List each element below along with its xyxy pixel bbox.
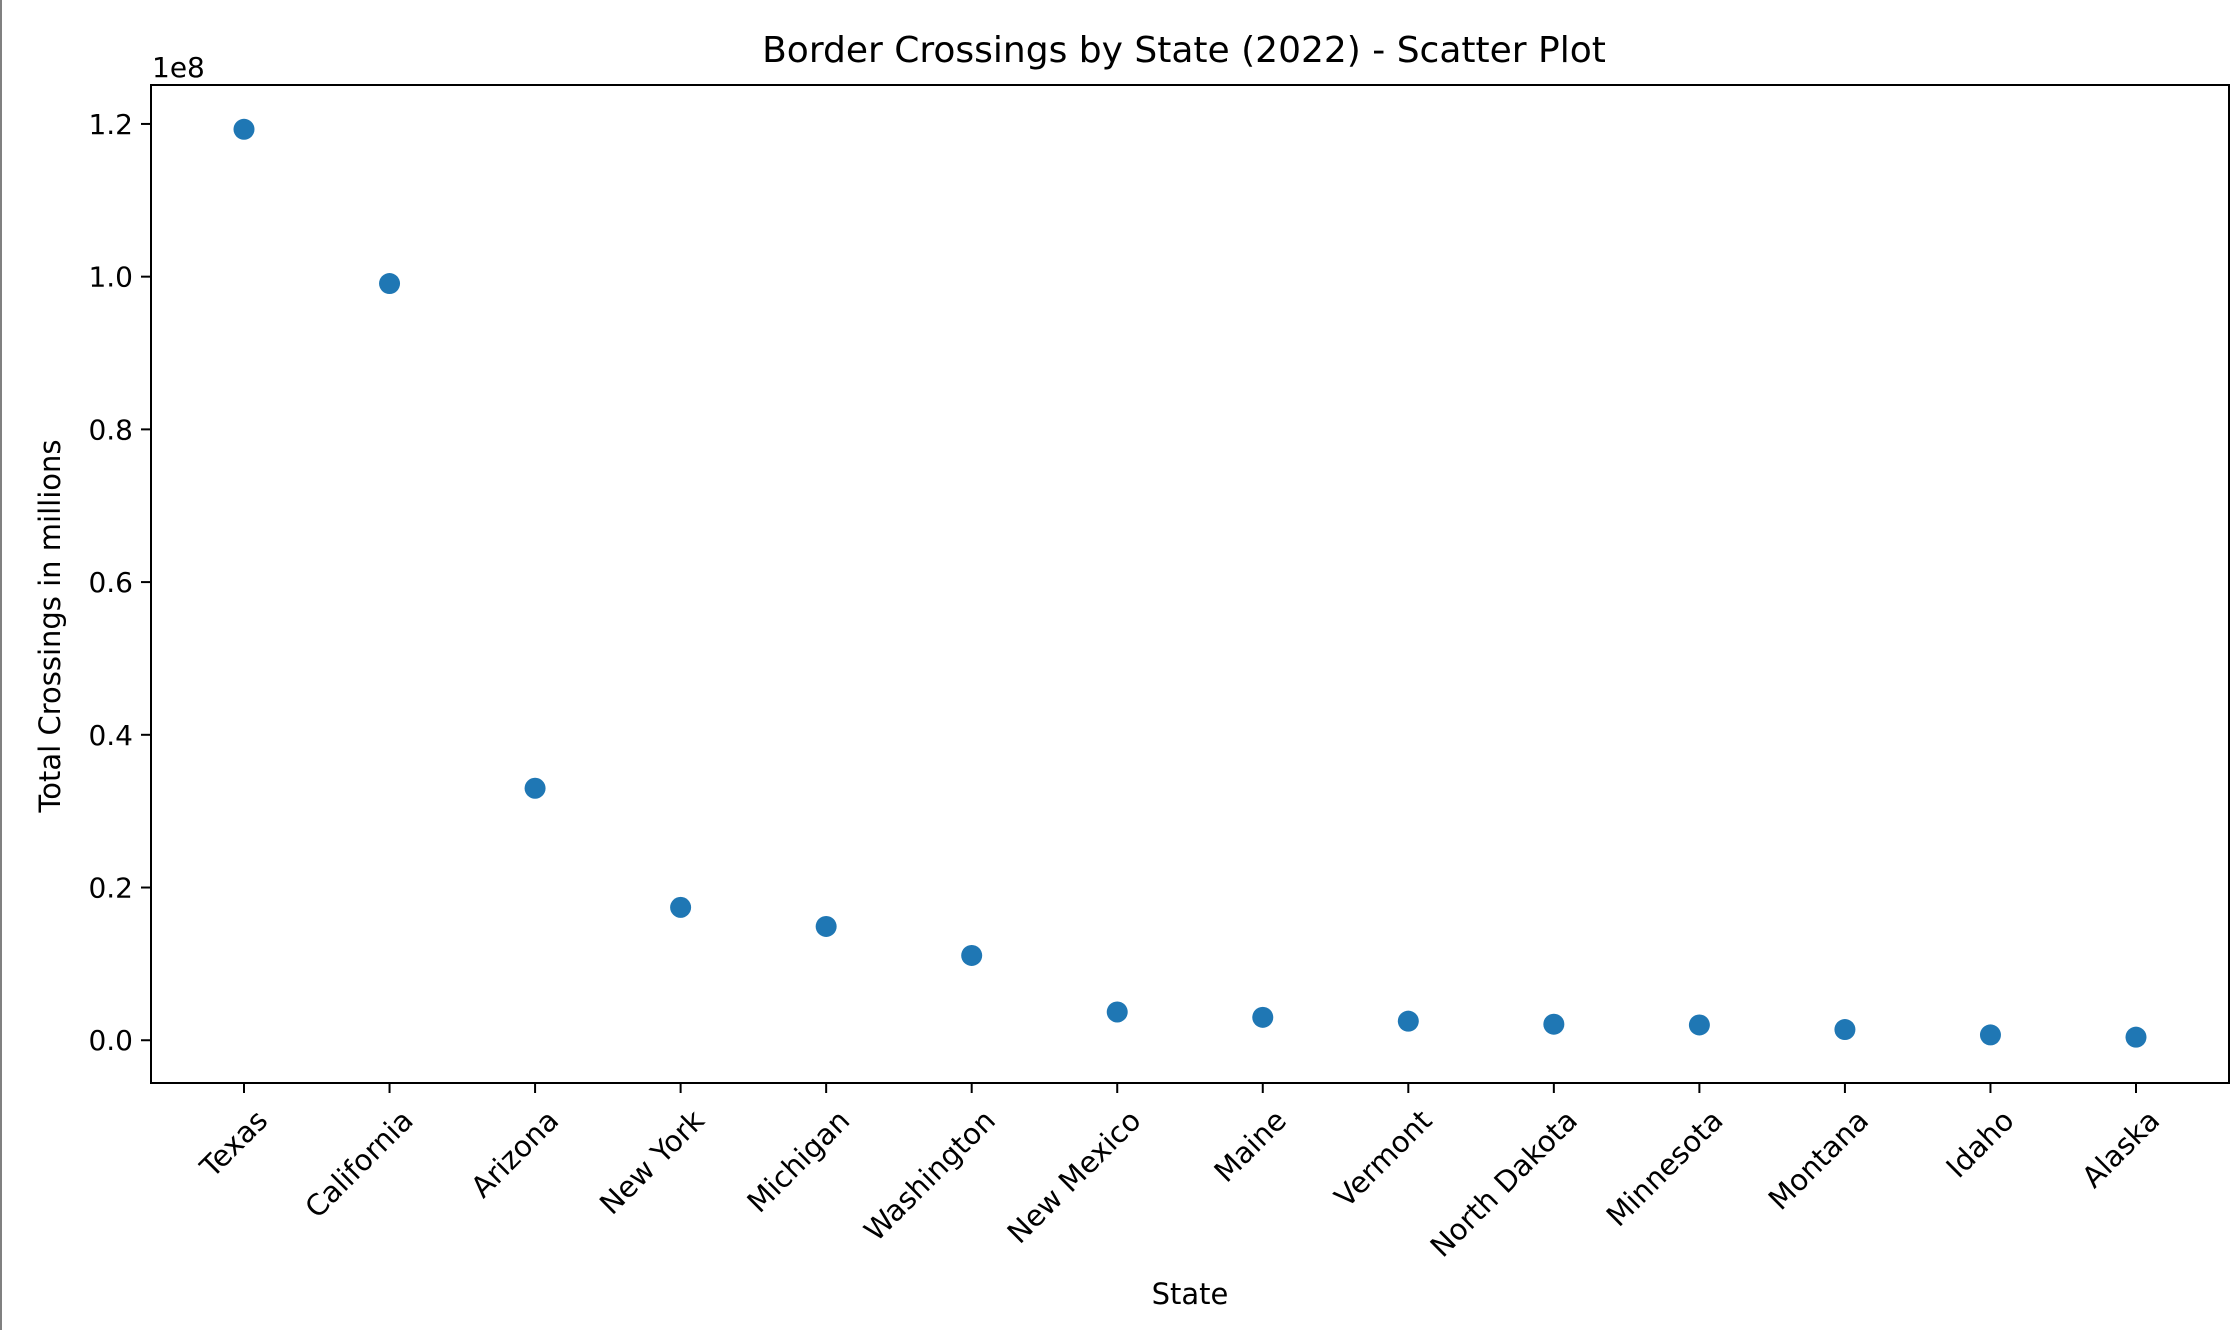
x-tick-label: Arizona: [464, 1103, 565, 1204]
x-tick-label: Washington: [857, 1103, 1002, 1248]
data-point: [379, 273, 401, 295]
data-point: [1688, 1014, 1710, 1036]
y-tick-label: 0.2: [88, 872, 133, 905]
chart-title: Border Crossings by State (2022) - Scatt…: [762, 30, 1606, 71]
data-point: [233, 118, 255, 140]
y-tick-label: 1.2: [88, 108, 133, 141]
plot-area-frame: [150, 84, 2230, 1084]
data-point: [2125, 1026, 2147, 1048]
x-tick-label: Idaho: [1939, 1103, 2020, 1184]
x-tick-label: Maine: [1207, 1103, 1293, 1189]
y-axis-ticks: 0.0 0.2 0.4 0.6 0.8 1.0 1.2: [88, 108, 151, 1057]
y-tick-label: 0.8: [88, 413, 133, 446]
data-points: [233, 118, 2147, 1048]
x-tick-label: North Dakota: [1423, 1103, 1584, 1264]
y-tick-label: 0.4: [88, 719, 133, 752]
left-edge-rule: [0, 0, 2, 1330]
x-axis-ticks: Texas California Arizona New York Michigan Wa…: [193, 1083, 2166, 1264]
data-point: [1979, 1024, 2001, 1046]
y-tick-label: 0.0: [88, 1024, 133, 1057]
data-point: [524, 777, 546, 799]
x-tick-label: Montana: [1762, 1103, 1875, 1216]
x-axis-label: State: [1152, 1277, 1229, 1311]
y-tick-label: 0.6: [88, 566, 133, 599]
data-point: [815, 915, 837, 937]
y-tick-label: 1.0: [88, 261, 133, 294]
data-point: [1252, 1006, 1274, 1028]
data-point: [1834, 1019, 1856, 1041]
data-point: [670, 896, 692, 918]
y-axis-label: Total Crossings in millions: [33, 440, 67, 814]
x-tick-label: New York: [593, 1103, 711, 1221]
x-tick-label: Texas: [193, 1103, 274, 1184]
y-axis-offset-label: 1e8: [152, 51, 205, 84]
x-tick-label: Alaska: [2075, 1103, 2166, 1194]
data-point: [1397, 1010, 1419, 1032]
x-tick-label: New Mexico: [1001, 1103, 1148, 1250]
x-tick-label: Minnesota: [1600, 1103, 1730, 1233]
x-tick-label: Michigan: [740, 1103, 856, 1219]
x-tick-label: California: [298, 1103, 419, 1224]
x-tick-label: Vermont: [1328, 1103, 1439, 1214]
data-point: [1543, 1013, 1565, 1035]
data-point: [1106, 1001, 1128, 1023]
data-point: [961, 944, 983, 966]
